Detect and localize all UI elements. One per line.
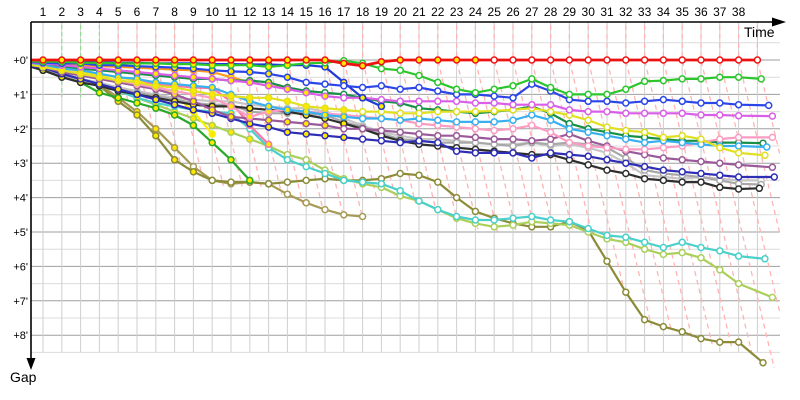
svg-text:22: 22 xyxy=(431,5,445,19)
svg-text:15: 15 xyxy=(300,5,314,19)
svg-text:35: 35 xyxy=(676,5,690,19)
series-rider-red xyxy=(30,56,762,70)
svg-text:+0': +0' xyxy=(13,55,28,67)
svg-text:+3': +3' xyxy=(13,158,28,170)
svg-text:37: 37 xyxy=(713,5,727,19)
x-gridlines xyxy=(42,22,758,352)
svg-text:4: 4 xyxy=(96,5,103,19)
svg-text:23: 23 xyxy=(450,5,464,19)
svg-text:38: 38 xyxy=(732,5,746,19)
axes xyxy=(26,17,786,370)
svg-text:+7': +7' xyxy=(13,296,28,308)
svg-text:1: 1 xyxy=(40,5,47,19)
svg-text:29: 29 xyxy=(563,5,577,19)
svg-text:8: 8 xyxy=(171,5,178,19)
svg-text:10: 10 xyxy=(206,5,220,19)
svg-text:12: 12 xyxy=(243,5,257,19)
y-tick-labels: +0' +1' +2' +3' +4' +5' +6' +7' +8' xyxy=(13,55,28,342)
svg-text:+4': +4' xyxy=(13,193,28,205)
svg-text:19: 19 xyxy=(375,5,389,19)
series-rider-magenta xyxy=(30,59,777,120)
svg-text:+2': +2' xyxy=(13,124,28,136)
x-tick-labels: 1 2 3 4 5 6 7 8 9 10 11 12 13 14 15 16 17 18 19 20 21 22 23 24 2… xyxy=(40,5,746,19)
svg-text:25: 25 xyxy=(488,5,502,19)
svg-text:21: 21 xyxy=(412,5,426,19)
svg-text:34: 34 xyxy=(657,5,671,19)
svg-text:32: 32 xyxy=(619,5,633,19)
svg-text:+1': +1' xyxy=(13,89,28,101)
svg-text:33: 33 xyxy=(638,5,652,19)
svg-text:26: 26 xyxy=(506,5,520,19)
svg-text:30: 30 xyxy=(582,5,596,19)
y-axis-title: Gap xyxy=(10,369,37,385)
svg-text:7: 7 xyxy=(152,5,159,19)
svg-text:5: 5 xyxy=(115,5,122,19)
svg-text:+5': +5' xyxy=(13,227,28,239)
series-rider-green xyxy=(30,56,765,99)
svg-text:6: 6 xyxy=(134,5,141,19)
svg-text:16: 16 xyxy=(318,5,332,19)
svg-text:+6': +6' xyxy=(13,261,28,273)
svg-text:36: 36 xyxy=(694,5,708,19)
svg-text:11: 11 xyxy=(225,5,238,19)
svg-text:20: 20 xyxy=(394,5,408,19)
svg-text:9: 9 xyxy=(190,5,197,19)
series-rider-khaki xyxy=(30,65,367,221)
svg-text:28: 28 xyxy=(544,5,558,19)
svg-text:24: 24 xyxy=(469,5,483,19)
svg-text:31: 31 xyxy=(600,5,614,19)
svg-text:27: 27 xyxy=(525,5,539,19)
svg-text:14: 14 xyxy=(281,5,295,19)
svg-text:13: 13 xyxy=(262,5,276,19)
svg-text:2: 2 xyxy=(58,5,65,19)
svg-text:+8': +8' xyxy=(13,330,28,342)
svg-text:3: 3 xyxy=(77,5,84,19)
x-axis-title: Time xyxy=(744,24,775,40)
svg-text:18: 18 xyxy=(356,5,370,19)
svg-text:17: 17 xyxy=(337,5,351,19)
